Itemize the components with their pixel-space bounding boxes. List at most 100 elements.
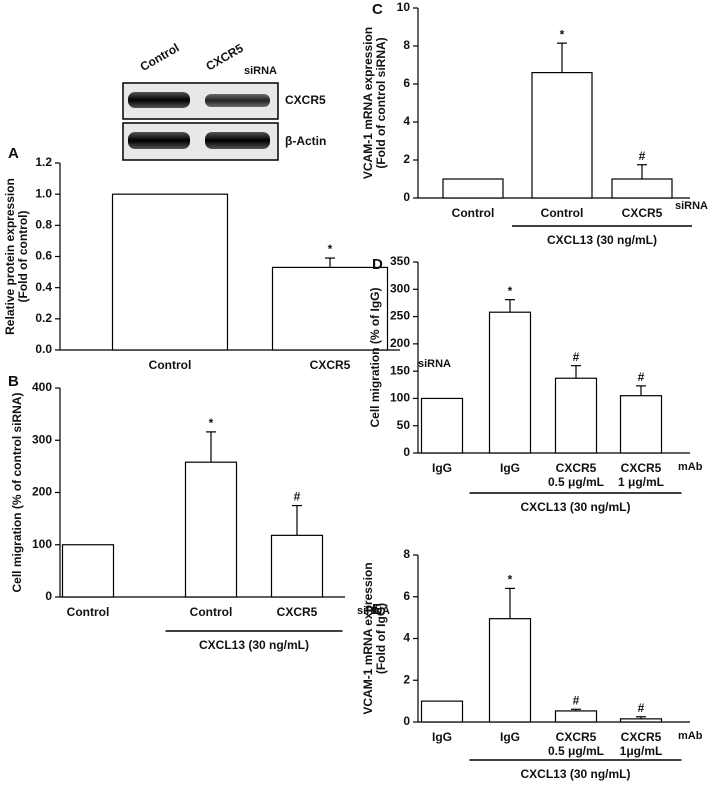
x-tick-label: 0.5 μg/mL <box>548 744 604 758</box>
y-axis-label: Relative protein expression <box>3 178 17 335</box>
y-tick-label: 4 <box>403 631 410 645</box>
y-tick-label: 0 <box>403 714 410 728</box>
y-tick-label: 6 <box>403 76 410 90</box>
x-tick-label: Control <box>149 358 192 372</box>
significance-mark: # <box>573 350 580 364</box>
group-label: CXCL13 (30 ng/mL) <box>547 233 657 247</box>
x-tick-label: Control <box>67 605 110 619</box>
western-blot <box>122 82 279 161</box>
x-suffix: siRNA <box>675 200 708 212</box>
blot-band <box>128 132 190 149</box>
bar <box>611 178 673 199</box>
x-tick-label: Control <box>452 206 495 220</box>
x-tick-label: 0.5 μg/mL <box>548 475 604 489</box>
bar <box>619 395 663 454</box>
y-tick-label: 2 <box>403 152 410 166</box>
x-tick-label: Control <box>190 605 233 619</box>
bar <box>61 544 115 598</box>
bar <box>271 266 389 351</box>
group-label: CXCL13 (30 ng/mL) <box>199 638 309 652</box>
x-tick-label: IgG <box>432 730 452 744</box>
y-tick-label: 350 <box>390 254 410 268</box>
y-axis-label: (Fold of IgG) <box>374 603 388 674</box>
bar <box>442 178 504 199</box>
x-tick-label: CXCR5 <box>556 730 597 744</box>
bar <box>531 71 593 199</box>
significance-mark: * <box>209 416 214 430</box>
panel-letter: C <box>372 1 383 18</box>
panel-letter: E <box>372 601 382 618</box>
x-tick-label: CXCR5 <box>621 730 662 744</box>
y-tick-label: 50 <box>397 418 411 432</box>
x-tick-label: 1 μg/mL <box>618 475 664 489</box>
y-tick-label: 0.6 <box>35 249 52 263</box>
blot-band <box>128 92 190 108</box>
y-tick-label: 0 <box>403 445 410 459</box>
group-label: CXCL13 (30 ng/mL) <box>520 500 630 514</box>
y-tick-label: 0.8 <box>35 218 52 232</box>
y-tick-label: 250 <box>390 309 410 323</box>
x-tick-label: CXCR5 <box>556 461 597 475</box>
blot-lane-suffix: siRNA <box>244 65 277 77</box>
y-tick-label: 400 <box>32 380 52 394</box>
y-tick-label: 1.0 <box>35 186 52 200</box>
blot-band <box>205 132 270 149</box>
y-tick-label: 100 <box>32 537 52 551</box>
significance-mark: # <box>639 149 646 163</box>
blot-lane-label: CXCR5 <box>203 41 246 74</box>
y-tick-label: 300 <box>32 432 52 446</box>
y-tick-label: 100 <box>390 391 410 405</box>
panel-letter: D <box>372 256 383 273</box>
y-tick-label: 4 <box>403 114 410 128</box>
significance-mark: * <box>508 573 513 587</box>
y-tick-label: 8 <box>403 38 410 52</box>
x-suffix: siRNA <box>418 358 451 370</box>
bar <box>488 311 532 454</box>
y-tick-label: 300 <box>390 281 410 295</box>
x-suffix: siRNA <box>357 605 390 617</box>
panel-letter: B <box>8 373 19 390</box>
y-axis-label: (Fold of control) <box>16 211 30 303</box>
blot-row-label: β-Actin <box>285 134 326 148</box>
y-tick-label: 200 <box>390 336 410 350</box>
significance-mark: # <box>638 370 645 384</box>
y-axis-label: (Fold of control siRNA) <box>374 37 388 168</box>
x-tick-label: 1μg/mL <box>620 744 663 758</box>
bar <box>111 193 229 351</box>
x-tick-label: CXCR5 <box>277 605 318 619</box>
x-tick-label: IgG <box>500 461 520 475</box>
significance-mark: * <box>560 27 565 41</box>
y-tick-label: 0 <box>403 190 410 204</box>
significance-mark: # <box>573 693 580 707</box>
y-tick-label: 200 <box>32 485 52 499</box>
significance-mark: * <box>328 242 333 256</box>
blot-row-label: CXCR5 <box>285 93 326 107</box>
y-tick-label: 0.4 <box>35 280 52 294</box>
bar <box>554 710 598 723</box>
y-tick-label: 150 <box>390 363 410 377</box>
y-axis-label: Cell migration (% of control siRNA) <box>10 392 24 592</box>
x-tick-label: IgG <box>500 730 520 744</box>
x-tick-label: CXCR5 <box>310 358 351 372</box>
bar <box>420 700 464 723</box>
y-tick-label: 0.2 <box>35 311 52 325</box>
group-label: CXCL13 (30 ng/mL) <box>520 767 630 781</box>
bar <box>554 377 598 454</box>
y-axis-label: VCAM-1 mRNA expression <box>361 562 375 714</box>
y-tick-label: 8 <box>403 547 410 561</box>
bar <box>619 718 663 723</box>
y-tick-label: 1.2 <box>35 155 52 169</box>
bar <box>270 534 324 598</box>
y-tick-label: 2 <box>403 672 410 686</box>
y-tick-label: 6 <box>403 589 410 603</box>
y-tick-label: 0.0 <box>35 342 52 356</box>
x-suffix: mAb <box>678 461 703 473</box>
x-tick-label: CXCR5 <box>622 206 663 220</box>
y-tick-label: 10 <box>397 0 411 14</box>
blot-lane-label: Control <box>138 41 182 74</box>
y-tick-label: 0 <box>45 589 52 603</box>
significance-mark: # <box>638 701 645 715</box>
bar <box>488 618 532 723</box>
x-tick-label: CXCR5 <box>621 461 662 475</box>
